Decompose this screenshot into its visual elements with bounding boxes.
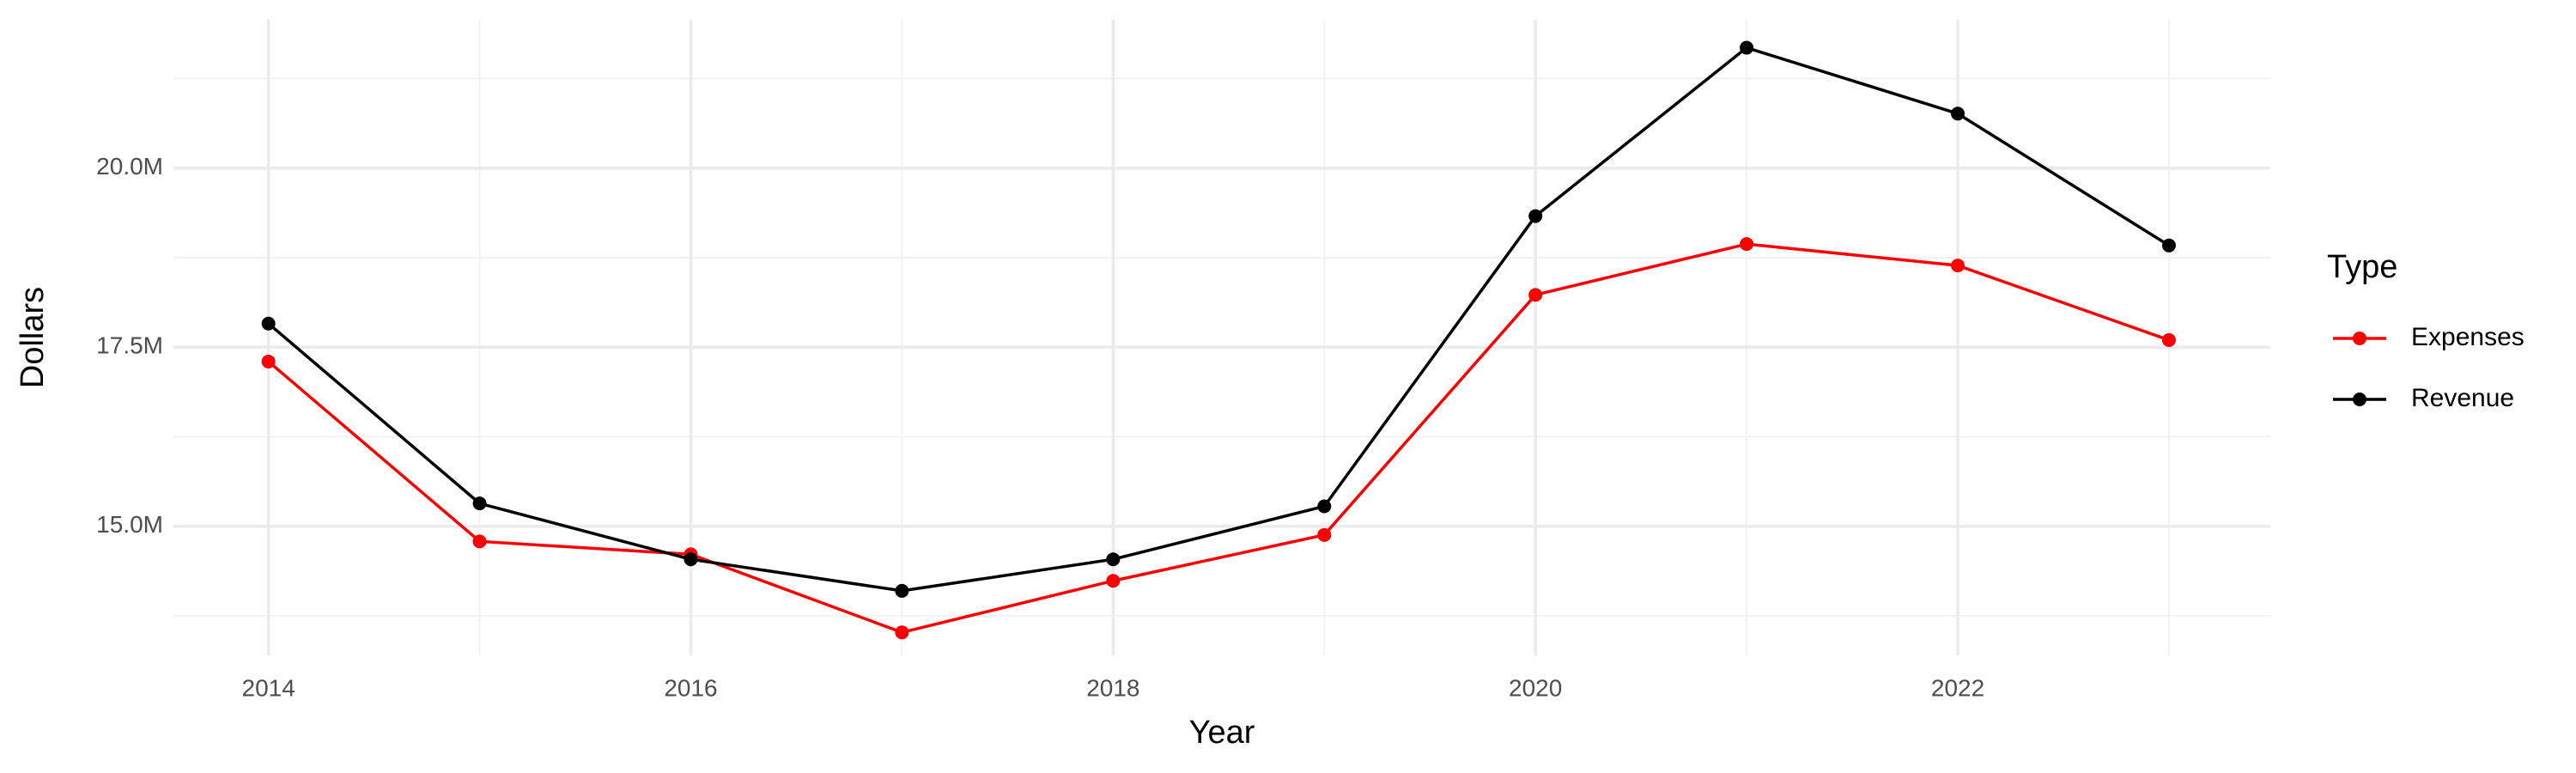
legend-key-point [2353,332,2366,345]
data-point [1528,288,1543,302]
data-point [895,625,909,640]
data-point [1317,527,1332,542]
data-point [1740,237,1754,252]
data-point [683,552,698,567]
x-tick-label: 2022 [1931,674,1984,701]
data-point [1106,574,1121,588]
legend-text: Revenue [2411,384,2514,412]
data-point [261,354,276,368]
x-axis-title: Year [1189,715,1255,751]
y-tick-label: 17.5M [96,332,163,359]
data-point [472,534,487,549]
legend-key-point [2353,393,2366,406]
data-point [1951,107,1965,121]
y-axis-title: Dollars [15,287,51,388]
series-line [267,46,2170,593]
data-point [1317,499,1332,514]
y-tick-label: 15.0M [96,511,163,538]
x-tick-label: 2016 [664,674,717,701]
data-point [472,496,487,511]
data-point [1106,552,1121,567]
data-point [1951,259,1965,273]
data-point [261,316,276,331]
y-tick-label: 20.0M [96,153,163,180]
data-point [2161,332,2176,347]
x-tick-label: 2014 [242,674,295,701]
data-point [2161,238,2176,253]
data-point [895,583,909,598]
data-point [1528,209,1543,223]
legend-title: Type [2327,249,2397,285]
x-tick-label: 2020 [1509,674,1562,701]
x-tick-label: 2018 [1086,674,1139,701]
data-point [1740,40,1754,55]
legend-text: Expenses [2411,323,2524,351]
series-line [267,242,2170,635]
